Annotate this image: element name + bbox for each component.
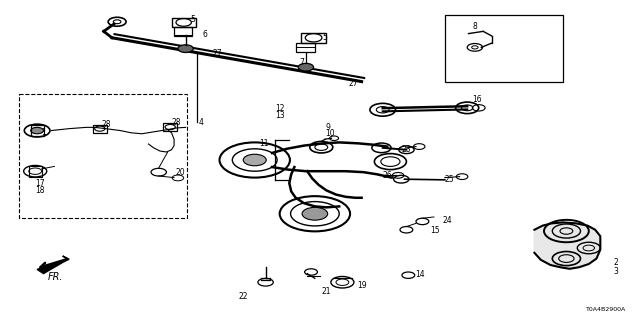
Text: 17: 17 — [35, 179, 45, 188]
Text: 9: 9 — [325, 123, 330, 132]
Text: 6: 6 — [203, 30, 208, 39]
Text: 8: 8 — [472, 22, 477, 31]
Text: 21: 21 — [321, 287, 331, 296]
Text: 26: 26 — [383, 171, 392, 180]
Text: 28: 28 — [101, 120, 111, 129]
Text: 18: 18 — [35, 186, 45, 195]
Text: FR.: FR. — [48, 272, 63, 282]
Text: 15: 15 — [430, 226, 440, 235]
Text: 11: 11 — [259, 140, 269, 148]
Circle shape — [178, 45, 193, 52]
Bar — [29, 166, 42, 177]
Circle shape — [302, 207, 328, 220]
Bar — [445, 15, 563, 82]
Circle shape — [31, 127, 44, 134]
Text: 7: 7 — [300, 58, 305, 67]
Text: 5: 5 — [191, 15, 196, 24]
Polygon shape — [534, 222, 600, 269]
Bar — [301, 33, 326, 43]
Bar — [174, 27, 192, 36]
Text: T0A4B2900A: T0A4B2900A — [586, 307, 626, 312]
Bar — [19, 94, 187, 218]
Text: 3: 3 — [613, 267, 618, 276]
Polygon shape — [37, 256, 69, 274]
Bar — [31, 125, 44, 136]
Bar — [172, 18, 196, 27]
Text: 28: 28 — [172, 118, 181, 127]
Bar — [93, 125, 107, 133]
Text: 19: 19 — [357, 281, 367, 290]
Circle shape — [298, 63, 314, 71]
Circle shape — [243, 154, 266, 166]
Text: 24: 24 — [443, 216, 452, 225]
Text: 4: 4 — [198, 118, 204, 127]
Text: 12: 12 — [275, 104, 285, 113]
Text: 10: 10 — [325, 129, 335, 138]
Text: 20: 20 — [176, 168, 186, 177]
Text: 1: 1 — [42, 128, 46, 137]
Text: 2: 2 — [613, 258, 618, 267]
Text: 23: 23 — [402, 145, 412, 154]
Text: 27: 27 — [349, 79, 358, 88]
Text: 16: 16 — [472, 95, 482, 104]
Text: 22: 22 — [238, 292, 248, 301]
Text: 25: 25 — [445, 175, 454, 184]
Text: 14: 14 — [415, 270, 424, 279]
Text: 13: 13 — [275, 111, 285, 120]
Bar — [163, 123, 177, 131]
Text: 5: 5 — [322, 33, 327, 42]
Bar — [296, 43, 315, 52]
Text: 27: 27 — [212, 49, 222, 58]
